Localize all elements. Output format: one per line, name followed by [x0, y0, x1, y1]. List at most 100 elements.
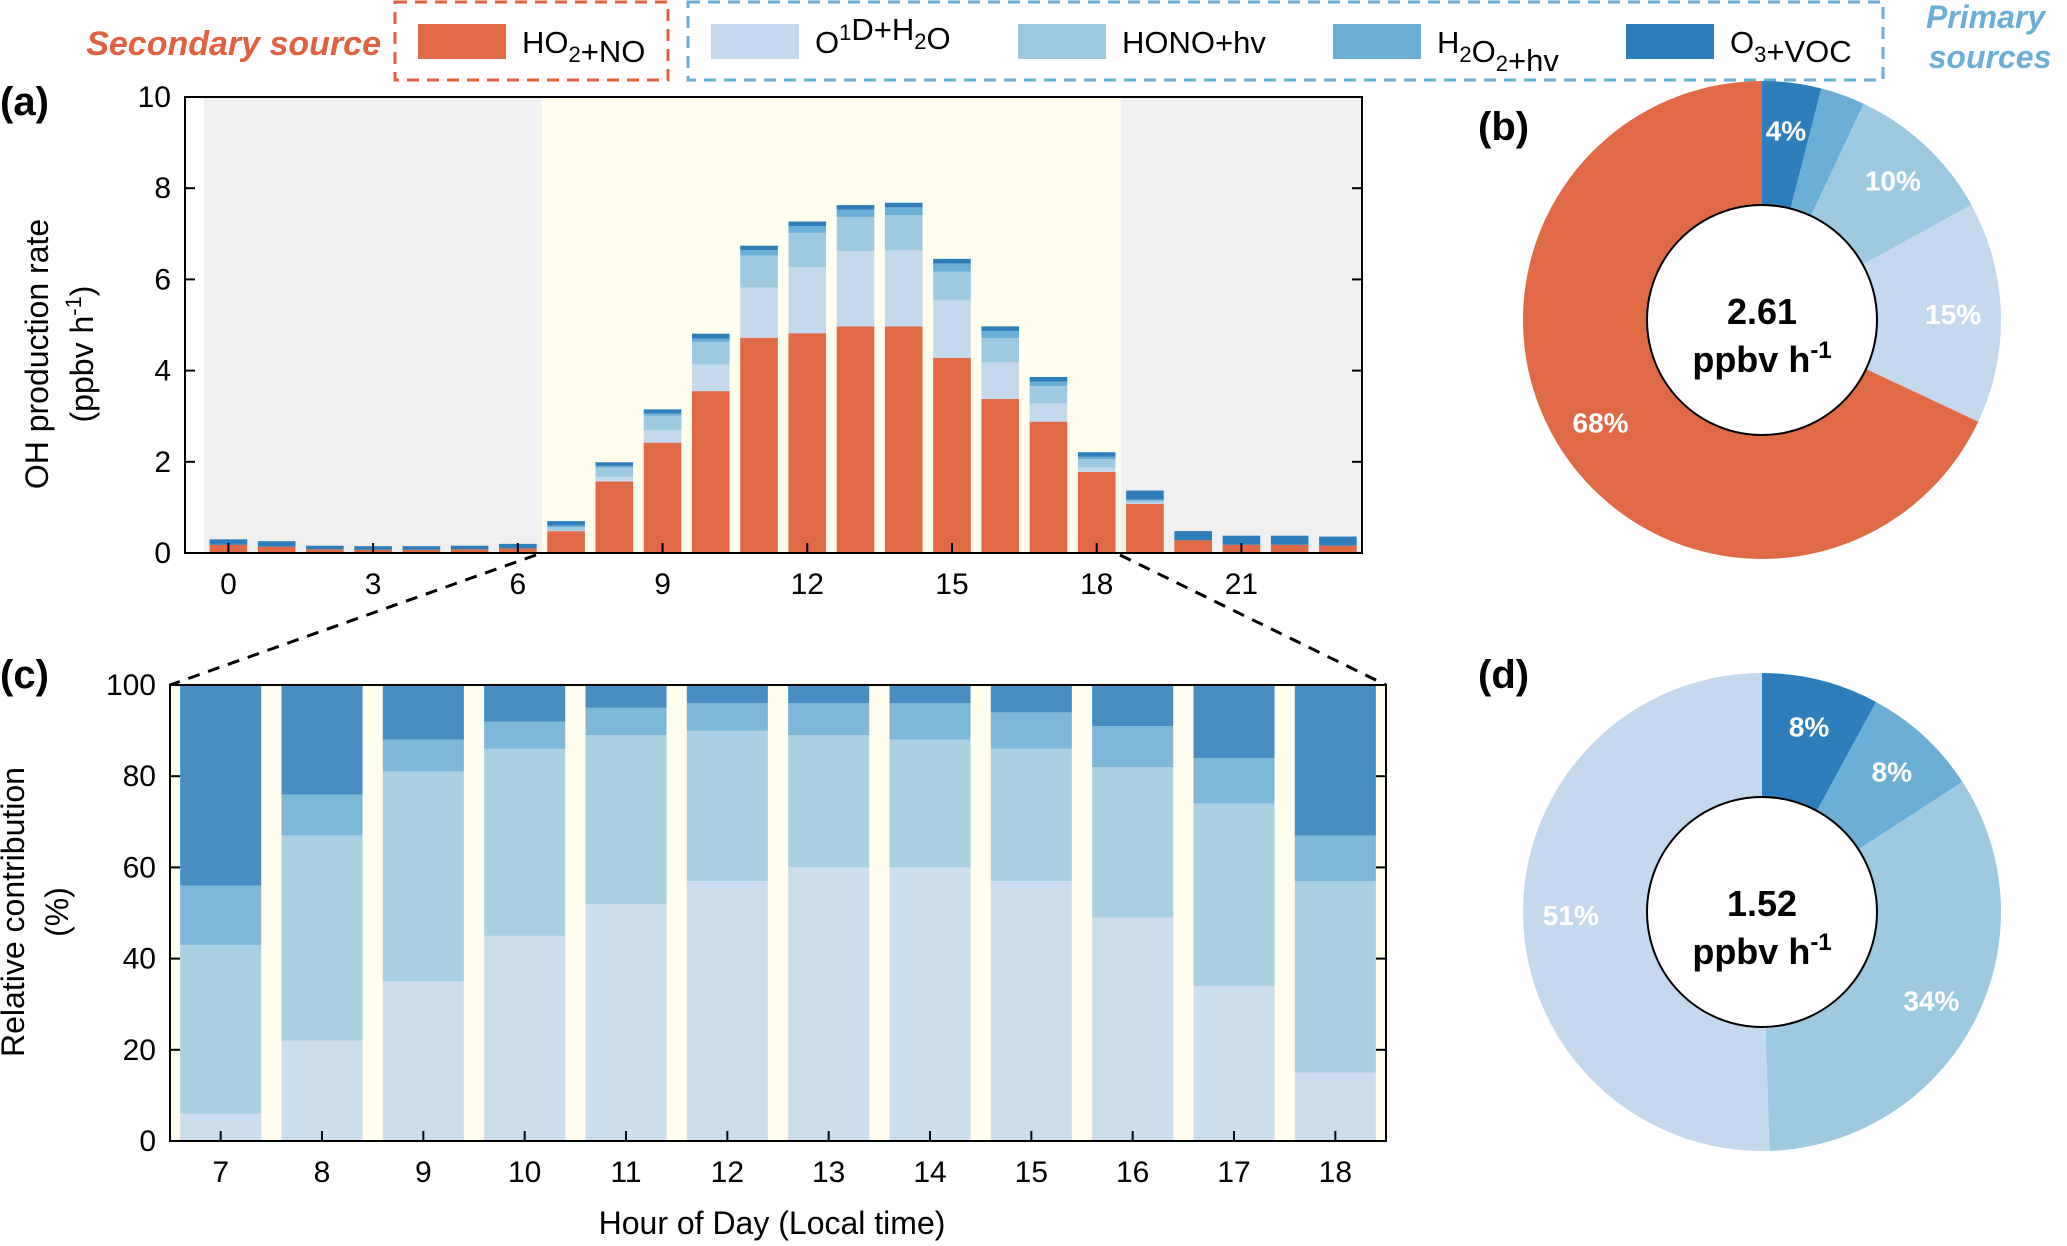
- panel-c-bar-h8-hono_hv: [281, 835, 363, 1041]
- legend-label-h2o2_hv: H2O2+hv: [1437, 25, 1559, 78]
- panel-a-xtick-label-12: 12: [791, 568, 824, 601]
- panel-b-center-value: 2.61: [1727, 291, 1797, 332]
- panel-a-bar-h10-hono_hv: [691, 341, 730, 365]
- panel-a-bar-h17-o1d_h2o: [1029, 403, 1068, 422]
- panel-c-bar-h13-o3_voc: [788, 685, 870, 704]
- panel-a-bar-h9-o1d_h2o: [643, 430, 682, 443]
- panel-c-bar-h16-h2o2_hv: [1092, 726, 1174, 768]
- panel-a-bar-h5-ho2_no: [450, 549, 489, 553]
- panel-a-bar-h23-ho2_no: [1319, 545, 1357, 553]
- panel-a-bar-h15-o1d_h2o: [933, 299, 971, 358]
- panel-c-bar-h14-o1d_h2o: [889, 867, 971, 1141]
- panel-a-bar-h7-h2o2_hv: [547, 525, 585, 528]
- panel-a-bar-h8-ho2_no: [595, 481, 634, 553]
- panel-c-bar-h16-o1d_h2o: [1092, 917, 1174, 1141]
- panel-c-bar-h18-o3_voc: [1294, 685, 1376, 836]
- panel-a-bar-h14-hono_hv: [884, 215, 923, 251]
- panel-a-bar-h22-o3_voc: [1270, 535, 1309, 545]
- panel-c-bar-h15-h2o2_hv: [990, 712, 1072, 749]
- panel-a-bar-h13-hono_hv: [836, 216, 875, 252]
- panel-a-bar-h9-o3_voc: [643, 409, 682, 414]
- panel-a-bar-h11-hono_hv: [740, 255, 778, 288]
- panel-a-bar-h19-hono_hv: [1126, 500, 1164, 503]
- panel-d-center-unit-text: ppbv h: [1692, 931, 1810, 972]
- panel-c-bar-h8-o3_voc: [281, 685, 363, 795]
- panel-c-xtick-label-13: 13: [812, 1156, 845, 1189]
- panel-c-ytick-label-0: 0: [139, 1125, 156, 1158]
- panel-c-xtick-label-7: 7: [212, 1156, 229, 1189]
- panel-c-bar-h18-hono_hv: [1294, 881, 1376, 1073]
- panel-b-donut: 4% 10% 15% 68% 2.61 ppbv h-1: [1523, 81, 2001, 560]
- panel-a-bar-h4-ho2_no: [402, 549, 441, 553]
- panel-a-bar-h18-hono_hv: [1077, 459, 1116, 468]
- primary-sources-box: [686, 0, 1885, 82]
- panel-c-bar-h17-o1d_h2o: [1193, 985, 1275, 1141]
- panel-c-xlabel: Hour of Day (Local time): [599, 1205, 946, 1241]
- panel-c-ylabel-line1: Relative contribution: [0, 767, 31, 1057]
- panel-c-bar-h11-o1d_h2o: [585, 903, 667, 1141]
- panel-c-xtick-label-9: 9: [415, 1156, 432, 1189]
- panel-c-bar-h9-o1d_h2o: [382, 981, 464, 1141]
- panel-c-bar-h11-h2o2_hv: [585, 707, 667, 736]
- panel-a-bar-h16-o3_voc: [981, 326, 1020, 331]
- panel-a-xtick-label-21: 21: [1225, 568, 1258, 601]
- panel-a-ylabel-line2: (ppbv h-1): [61, 286, 100, 423]
- panel-b-center-unit-text: ppbv h: [1692, 339, 1810, 380]
- panel-a-bar-h16-o1d_h2o: [981, 362, 1020, 399]
- panel-d-label-o3_voc: 8%: [1789, 712, 1830, 743]
- panel-a-bar-h20-ho2_no: [1174, 540, 1212, 553]
- panel-a-chart: OH production rate (ppbv h-1) 0 2 4 6 8 10 0 3 6…: [19, 81, 1363, 601]
- panel-a-bar-h21-o3_voc: [1222, 535, 1261, 545]
- panel-a-bar-h17-h2o2_hv: [1029, 381, 1068, 387]
- panel-a-bar-h8-o1d_h2o: [595, 476, 634, 482]
- panel-a-bar-h17-hono_hv: [1029, 386, 1068, 404]
- panel-c-bar-h9-o3_voc: [382, 685, 464, 740]
- panel-a-bar-h19-o3_voc: [1126, 490, 1164, 500]
- legend-label-o3_voc: O3+VOC: [1730, 25, 1852, 69]
- panel-c-bar-h15-o1d_h2o: [990, 881, 1072, 1141]
- panel-a-bar-h7-o3_voc: [547, 521, 585, 526]
- panel-a-bar-h15-hono_hv: [933, 271, 971, 300]
- panel-a-bar-h11-h2o2_hv: [740, 250, 778, 256]
- panel-c-xtick-label-10: 10: [508, 1156, 541, 1189]
- panel-c-ytick-label-40: 40: [123, 943, 156, 976]
- panel-a-bar-h14-h2o2_hv: [884, 207, 923, 216]
- panel-c-bar-h17-hono_hv: [1193, 803, 1275, 986]
- panel-c-xtick-label-11: 11: [610, 1156, 641, 1189]
- panel-c-bar-h11-o3_voc: [585, 685, 667, 708]
- panel-a-bar-h9-hono_hv: [643, 415, 682, 431]
- panel-label-b: (b): [1478, 105, 1529, 149]
- panel-a-bar-h16-ho2_no: [981, 398, 1020, 553]
- panel-c-ytick-label-20: 20: [123, 1034, 156, 1067]
- panel-b-center-hole: [1646, 204, 1878, 436]
- panel-d-label-hono_hv: 34%: [1903, 986, 1959, 1017]
- panel-a-bar-h0-o3_voc: [209, 539, 248, 545]
- panel-a-bar-h8-h2o2_hv: [595, 465, 634, 468]
- panel-c-bar-h12-hono_hv: [686, 730, 768, 882]
- panel-d-donut: 8% 8% 34% 51% 1.52 ppbv h-1: [1523, 673, 2001, 1151]
- secondary-source-box: [393, 0, 670, 82]
- panel-c-ytick-label-60: 60: [123, 851, 156, 884]
- panel-a-bar-h16-hono_hv: [981, 338, 1020, 363]
- panel-c-bar-h10-h2o2_hv: [484, 721, 566, 749]
- panel-c-bar-h10-hono_hv: [484, 748, 566, 936]
- panel-c-background: [170, 685, 1386, 1141]
- panel-b-slice-o1d_h2o: [1762, 204, 2001, 422]
- panel-c-bar-h13-o1d_h2o: [788, 867, 870, 1141]
- panel-c-bar-h17-h2o2_hv: [1193, 757, 1275, 804]
- panel-a-xtick-label-18: 18: [1080, 568, 1113, 601]
- panel-c-bar-h16-o3_voc: [1092, 685, 1174, 727]
- panel-b-label-o3_voc: 4%: [1766, 115, 1807, 146]
- panel-c-bar-h7-o3_voc: [180, 685, 262, 886]
- panel-a-bar-h12-o3_voc: [788, 221, 827, 227]
- panel-c-xtick-label-15: 15: [1015, 1156, 1048, 1189]
- panel-a-bar-h13-ho2_no: [836, 326, 875, 553]
- panel-label-d: (d): [1478, 653, 1529, 697]
- panel-c-bar-h7-hono_hv: [180, 944, 262, 1114]
- panel-c-bar-h16-hono_hv: [1092, 767, 1174, 918]
- panel-a-bar-h15-ho2_no: [933, 357, 971, 553]
- panel-a-bar-h1-ho2_no: [257, 546, 296, 553]
- primary-sources-label: Primary sources: [1926, 0, 2054, 75]
- panel-a-bar-h13-o3_voc: [836, 205, 875, 210]
- panel-a-bar-h12-h2o2_hv: [788, 226, 827, 233]
